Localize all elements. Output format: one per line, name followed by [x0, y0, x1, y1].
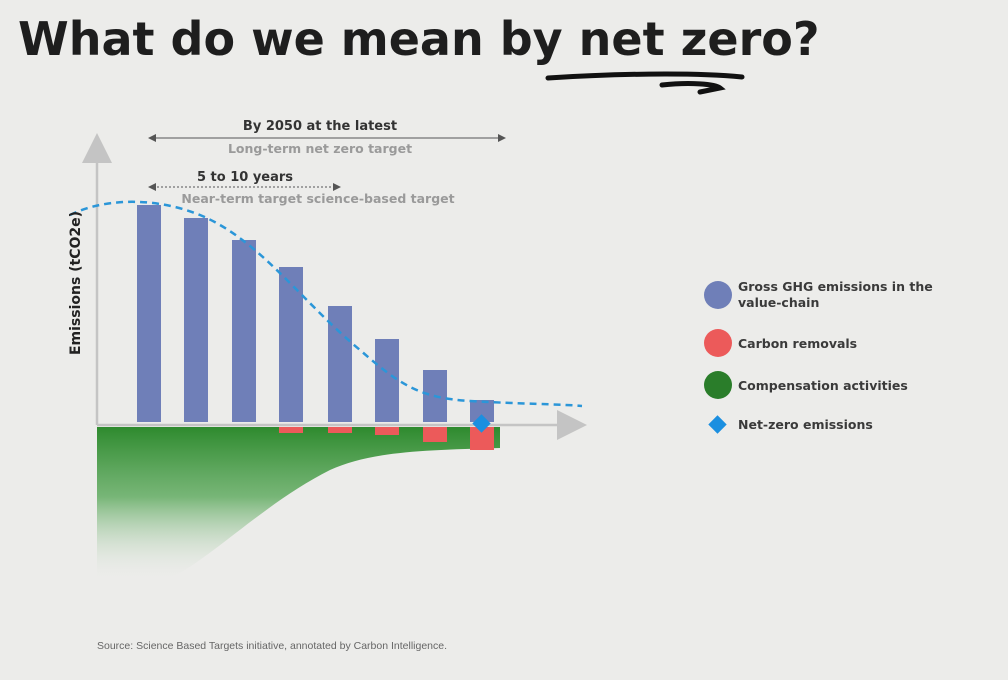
annotation-sublabel: Near-term target science-based target — [181, 191, 454, 206]
legend-label: Carbon removals — [738, 336, 857, 351]
legend-swatch — [704, 329, 732, 357]
title: What do we mean by net zero? — [18, 12, 820, 66]
net-zero-diamond — [472, 414, 491, 433]
legend-label: Net-zero emissions — [738, 417, 873, 432]
compensation-area — [97, 427, 500, 582]
bar — [375, 339, 399, 422]
legend-label: value-chain — [738, 295, 819, 310]
annotation-label: By 2050 at the latest — [243, 119, 397, 134]
underline-squiggle — [545, 71, 745, 95]
annotation-label: 5 to 10 years — [197, 170, 293, 185]
bar — [470, 427, 494, 450]
legend-label: Compensation activities — [738, 378, 908, 393]
legend-swatch — [704, 371, 732, 399]
bar — [137, 205, 161, 422]
bar — [279, 427, 303, 433]
bar — [375, 427, 399, 435]
bar — [328, 427, 352, 433]
bar — [184, 218, 208, 422]
removal-bars — [279, 427, 494, 450]
bar — [423, 427, 447, 442]
bar — [470, 400, 494, 422]
legend-swatch — [708, 415, 727, 434]
y-axis-label: Emissions (tCO2e) — [68, 211, 84, 355]
trajectory-curve — [69, 200, 583, 408]
legend-swatch — [704, 281, 732, 309]
source: Source: Science Based Targets initiative… — [97, 640, 447, 652]
legend: Gross GHG emissions in the value-chain C… — [704, 279, 933, 434]
emission-bars — [137, 205, 494, 422]
legend-label: Gross GHG emissions in the — [738, 279, 933, 294]
annotation-sublabel: Long-term net zero target — [228, 141, 412, 156]
bar — [232, 240, 256, 422]
bar — [279, 267, 303, 422]
